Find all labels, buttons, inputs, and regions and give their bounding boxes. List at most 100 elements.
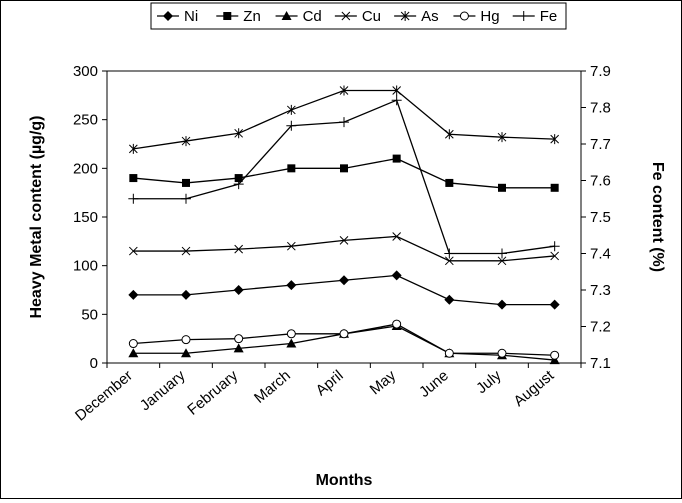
series-point: [129, 174, 138, 183]
x-category-label: April: [313, 367, 347, 399]
series-point: [128, 289, 139, 300]
series-point: [128, 246, 138, 256]
legend: Ni Zn Cd Cu As Hg Fe: [150, 2, 567, 30]
series-point: [223, 12, 232, 20]
series-cu: [128, 232, 560, 266]
series-point: [234, 128, 244, 139]
series-point: [181, 289, 191, 300]
series-point: [163, 11, 173, 21]
series-point: [341, 11, 351, 21]
series-point: [339, 275, 349, 286]
series-ni: [128, 270, 560, 310]
series-point: [181, 193, 191, 204]
series-point: [181, 246, 191, 256]
series-point: [549, 299, 560, 310]
series-point: [392, 85, 402, 96]
y-axis-title-left: Heavy Metal content (µg/g): [28, 115, 45, 318]
series-point: [281, 11, 292, 20]
right-tick-label: 7.2: [590, 319, 611, 336]
left-tick-label: 100: [73, 258, 98, 275]
series-point: [339, 117, 349, 128]
series-point: [234, 244, 244, 254]
series-point: [550, 183, 559, 192]
left-tick-label: 50: [81, 306, 98, 323]
series-point: [497, 348, 507, 358]
series-point: [459, 11, 469, 21]
x-category-label: February: [184, 367, 241, 419]
x-category-label: May: [367, 367, 400, 399]
series-point: [181, 136, 191, 147]
series-point: [339, 236, 349, 245]
right-tick-label: 7.9: [590, 63, 611, 80]
right-tick-label: 7.1: [590, 355, 611, 372]
right-tick-label: 7.3: [590, 282, 611, 299]
series-point: [497, 256, 507, 266]
series-point: [518, 11, 529, 21]
legend-label: As: [421, 8, 439, 25]
right-tick-label: 7.4: [590, 246, 611, 263]
x-category-label: January: [137, 367, 189, 415]
x-category-label: August: [511, 367, 558, 411]
series-zn: [129, 154, 559, 192]
series-point: [339, 329, 349, 339]
series-point: [400, 11, 410, 21]
legend-label: Fe: [540, 8, 558, 25]
left-tick-label: 0: [90, 355, 98, 372]
left-tick-label: 300: [73, 63, 98, 80]
x-category-label: March: [251, 367, 294, 407]
series-point: [444, 248, 455, 259]
legend-label: Ni: [184, 8, 198, 25]
series-point: [391, 270, 402, 281]
legend-item-as: As: [394, 8, 439, 25]
series-point: [444, 294, 455, 305]
left-tick-label: 200: [73, 160, 98, 177]
legend-item-cd: Cd: [275, 8, 322, 25]
series-point: [286, 241, 296, 251]
legend-item-hg: Hg: [453, 8, 500, 25]
x-category-label: June: [416, 367, 452, 401]
legend-label: Hg: [480, 8, 499, 25]
legend-item-ni: Ni: [157, 8, 198, 25]
series-fe: [128, 95, 560, 259]
series-point: [234, 334, 244, 344]
series-point: [392, 154, 401, 163]
series-point: [234, 174, 243, 183]
plot-area: [106, 70, 582, 364]
series-point: [286, 329, 296, 339]
series-point: [182, 178, 190, 187]
legend-label: Cu: [362, 8, 381, 25]
right-tick-label: 7.5: [590, 209, 611, 226]
x-axis-title: Months: [316, 472, 373, 489]
series-point: [550, 134, 560, 145]
series-point: [340, 164, 348, 173]
x-category-label: December: [72, 367, 136, 425]
series-point: [286, 104, 296, 115]
legend-item-zn: Zn: [216, 8, 261, 25]
series-point: [497, 248, 507, 259]
legend-label: Cd: [303, 8, 322, 25]
right-tick-label: 7.6: [590, 173, 611, 190]
series-point: [339, 85, 349, 96]
series-point: [392, 319, 402, 329]
x-category-label: July: [473, 367, 505, 397]
legend-item-fe: Fe: [512, 8, 558, 25]
series-point: [287, 164, 296, 173]
series-point: [444, 256, 454, 266]
right-tick-label: 7.7: [590, 136, 611, 153]
right-tick-label: 7.8: [590, 100, 611, 117]
series-point: [549, 241, 560, 252]
legend-label: Zn: [243, 8, 261, 25]
series-point: [391, 95, 402, 106]
series-point: [128, 348, 139, 358]
series-point: [444, 348, 454, 358]
series-point: [392, 232, 402, 241]
series-point: [181, 348, 191, 358]
series-point: [181, 335, 191, 345]
series-point: [445, 178, 454, 187]
y-axis-title-right: Fe content (%): [649, 162, 666, 272]
series-point: [128, 193, 139, 204]
series-point: [128, 339, 138, 349]
series-point: [286, 120, 297, 131]
